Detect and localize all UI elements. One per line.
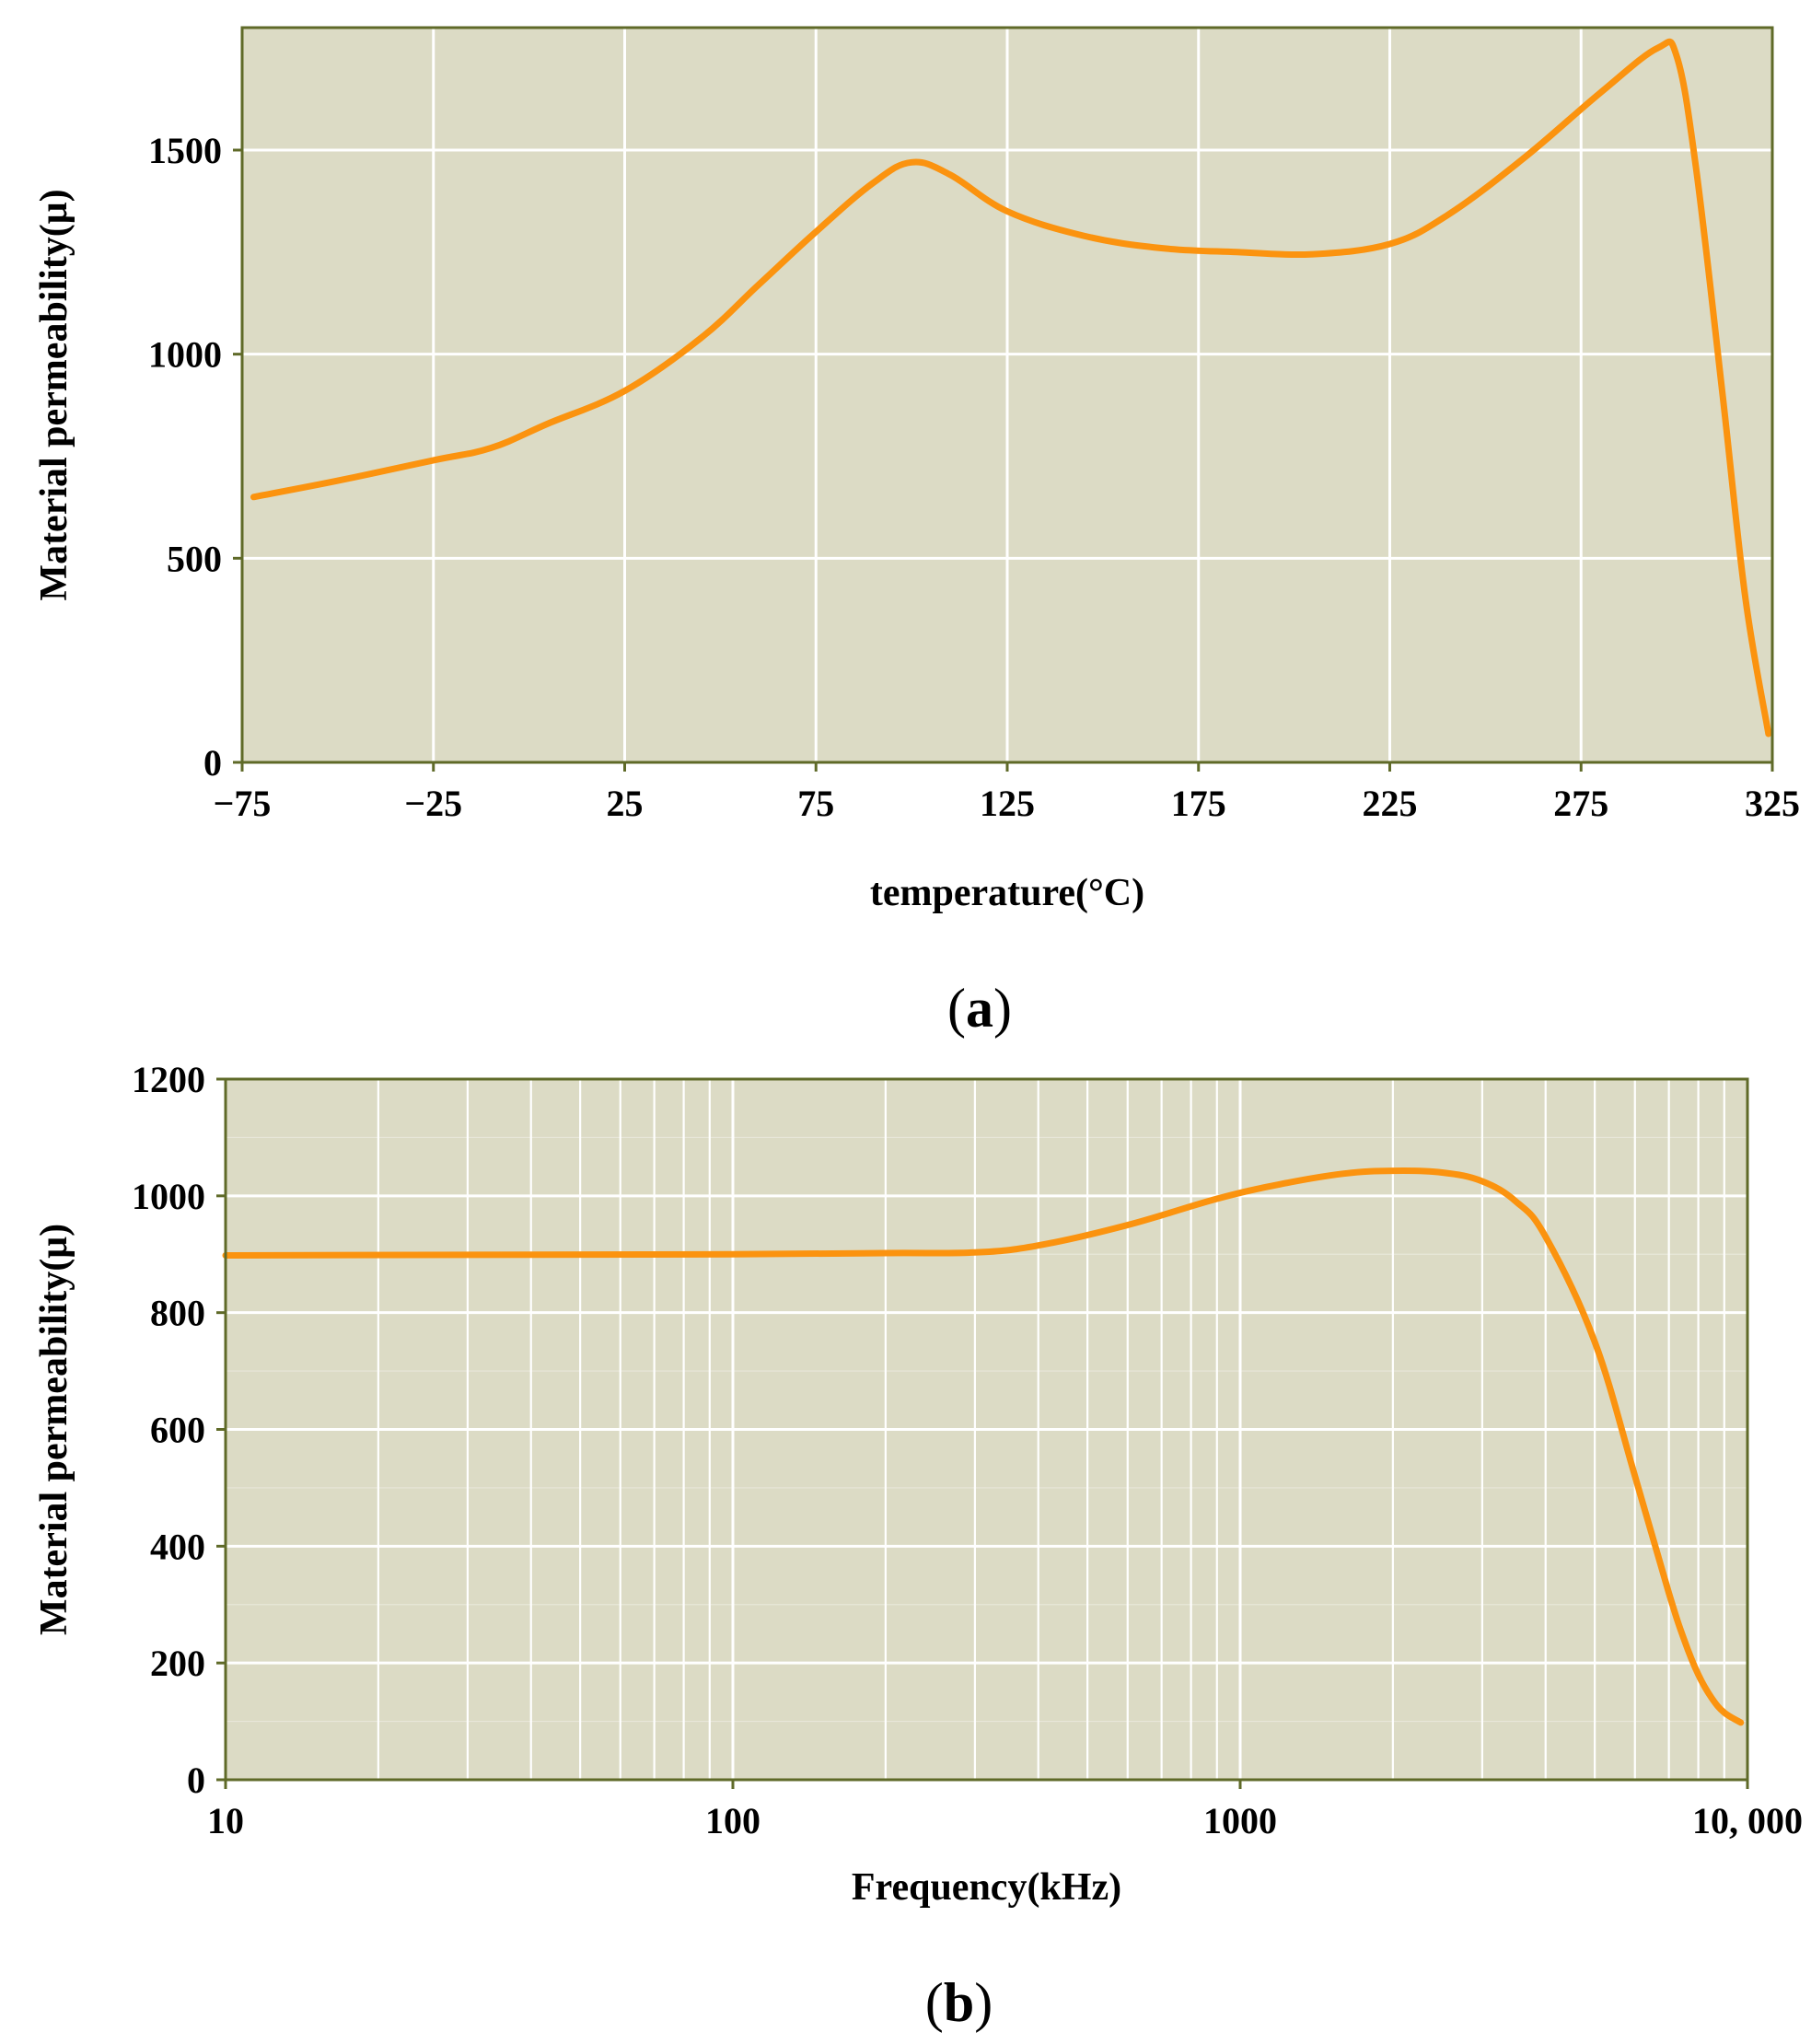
b-y-tick-label: 600 bbox=[150, 1410, 205, 1451]
a-y-tick-label: 1500 bbox=[148, 130, 222, 171]
chart-a-ticks: −75 −25 25 75 125 175 225 275 325 0 500 1000 1500 bbox=[148, 130, 1800, 824]
b-y-tick-label: 1000 bbox=[132, 1176, 205, 1217]
a-y-tick-label: 500 bbox=[167, 538, 222, 579]
b-x-tick-label: 100 bbox=[705, 1800, 760, 1841]
a-x-tick-label: 125 bbox=[980, 783, 1035, 824]
chart-b-panel-label: (b) bbox=[925, 1972, 993, 2033]
chart-a-frame bbox=[240, 26, 1774, 764]
chart-b: 10 100 1000 10, 000 0 200 400 600 800 1000 1200 Fr… bbox=[33, 1059, 1803, 2033]
b-y-tick-label: 0 bbox=[187, 1759, 205, 1801]
chart-a-x-axis-label: temperature(°C) bbox=[870, 872, 1144, 914]
chart-a: −75 −25 25 75 125 175 225 275 325 0 500 1000 1500 te… bbox=[33, 26, 1800, 1039]
a-x-tick-label: 175 bbox=[1171, 783, 1226, 824]
a-x-tick-label: 225 bbox=[1363, 783, 1418, 824]
b-x-tick-label: 1000 bbox=[1203, 1800, 1277, 1841]
chart-b-ticks: 10 100 1000 10, 000 0 200 400 600 800 1000 1200 bbox=[132, 1059, 1803, 1841]
b-y-tick-label: 200 bbox=[150, 1643, 205, 1684]
b-x-tick-label: 10, 000 bbox=[1692, 1800, 1803, 1841]
a-x-tick-label: 275 bbox=[1553, 783, 1608, 824]
chart-b-frame bbox=[224, 1077, 1749, 1782]
a-x-tick-label: −25 bbox=[404, 783, 462, 824]
a-y-tick-label: 1000 bbox=[148, 334, 222, 376]
chart-a-panel-label: (a) bbox=[947, 978, 1012, 1039]
chart-b-series-line bbox=[222, 1167, 1745, 1726]
b-y-tick-label: 400 bbox=[150, 1526, 205, 1567]
a-x-tick-label: 25 bbox=[607, 783, 644, 824]
a-y-tick-label: 0 bbox=[203, 742, 222, 784]
chart-a-y-axis-label: Material permeability(μ) bbox=[33, 189, 75, 600]
a-x-tick-label: −75 bbox=[214, 783, 272, 824]
b-y-tick-label: 800 bbox=[150, 1293, 205, 1334]
chart-a-series-line bbox=[250, 38, 1772, 737]
a-x-tick-label: 75 bbox=[797, 783, 834, 824]
b-y-tick-label: 1200 bbox=[132, 1059, 205, 1100]
chart-b-x-axis-label: Frequency(kHz) bbox=[852, 1866, 1121, 1909]
b-x-tick-label: 10 bbox=[207, 1800, 244, 1841]
chart-b-y-axis-label: Material permeability(μ) bbox=[33, 1224, 75, 1635]
a-x-tick-label: 325 bbox=[1745, 783, 1800, 824]
chart-a-grid bbox=[242, 28, 1772, 762]
